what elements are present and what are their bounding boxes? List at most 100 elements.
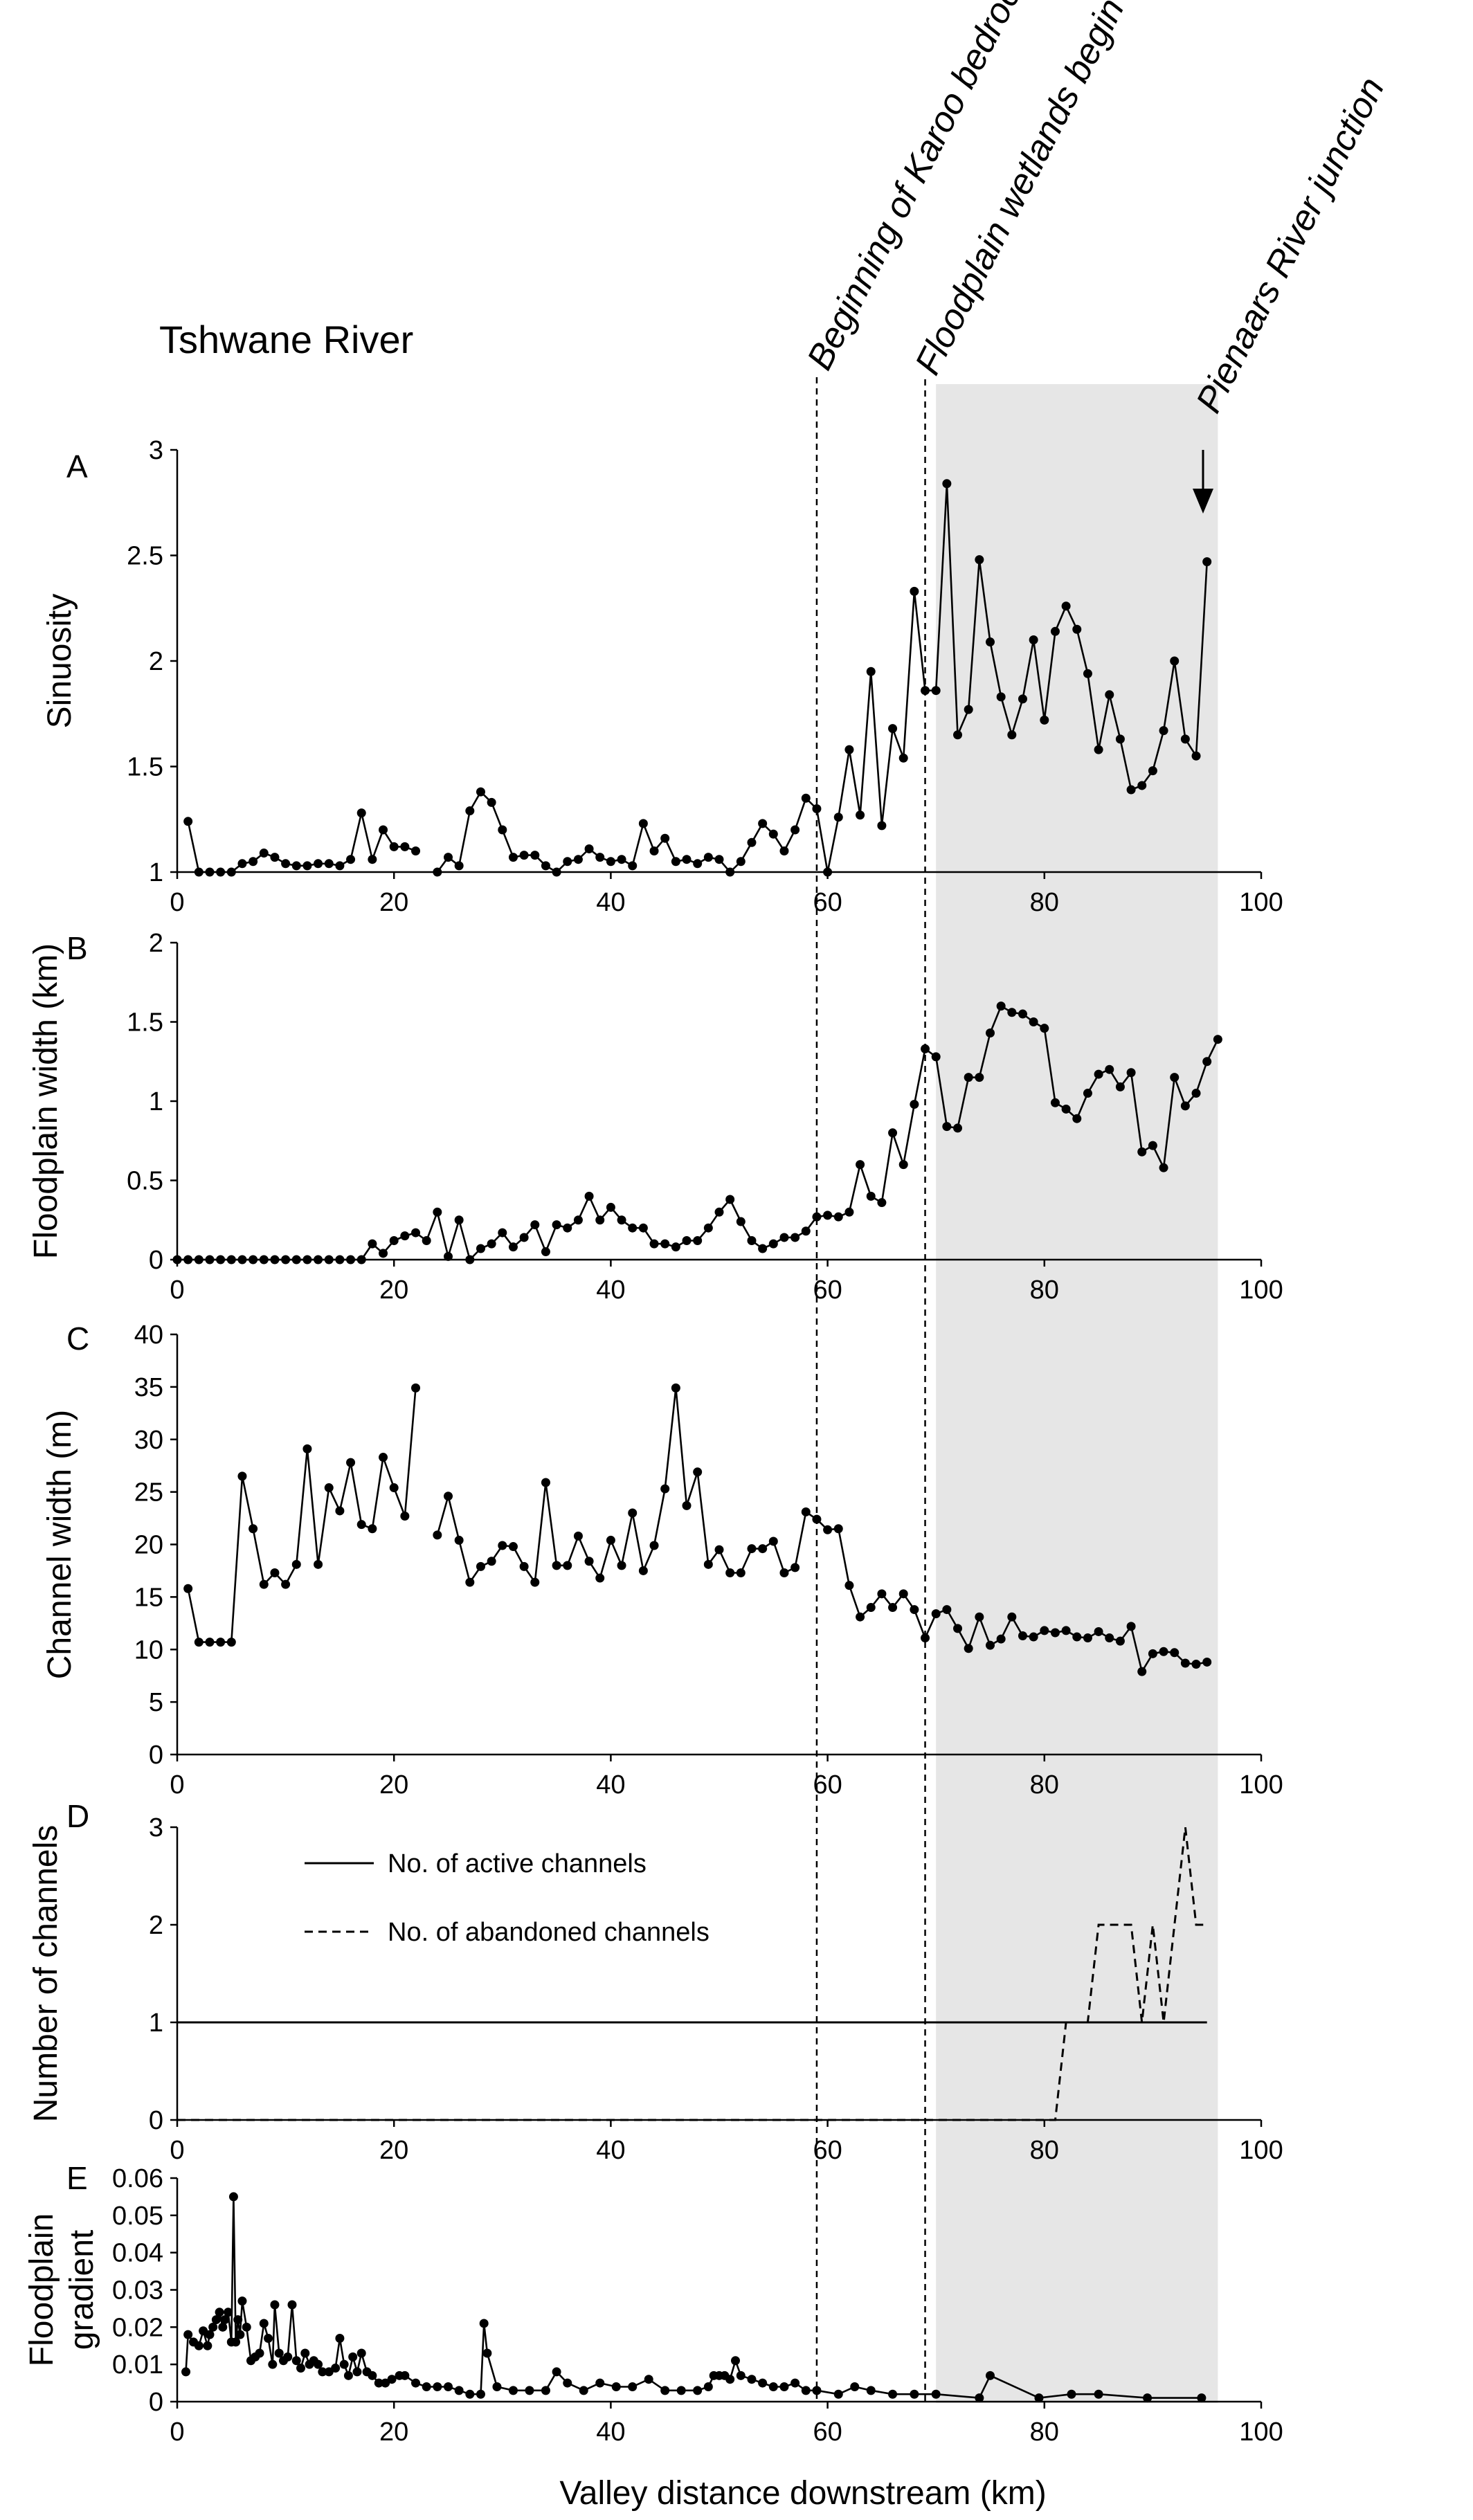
data-point (584, 844, 594, 853)
series-line-segment (187, 1388, 417, 1643)
data-point (1137, 1147, 1147, 1157)
data-point (259, 1255, 269, 1264)
data-point (693, 1236, 703, 1246)
data-point (1170, 1648, 1180, 1658)
data-point (1083, 669, 1092, 678)
annotation-label: Floodplain wetlands begin (907, 0, 1132, 381)
data-point (374, 2378, 383, 2388)
data-point (736, 1568, 745, 1577)
data-point (400, 1231, 410, 1241)
annotation-label: Pienaars River junction (1189, 71, 1392, 419)
data-point (411, 1383, 421, 1393)
legend: No. of active channels No. of abandoned c… (305, 1849, 710, 1947)
data-point (525, 2386, 534, 2395)
data-point (1143, 2393, 1153, 2403)
data-point (259, 849, 269, 858)
data-point (433, 867, 442, 877)
data-point (617, 1215, 626, 1225)
data-point (270, 853, 280, 862)
data-point (389, 1236, 399, 1246)
data-point (1197, 2393, 1207, 2403)
data-point (823, 1211, 833, 1220)
wetland-shade-region (936, 384, 1218, 2403)
data-point (1202, 1057, 1212, 1067)
data-point (172, 1255, 182, 1264)
y-tick-label: 0 (149, 2106, 163, 2135)
data-point (1105, 1064, 1114, 1074)
data-point (368, 1239, 377, 1249)
data-point (747, 2375, 757, 2384)
data-point (693, 859, 703, 869)
y-tick-label: 2 (149, 929, 163, 958)
data-point (281, 859, 291, 869)
y-tick-label: 25 (134, 1478, 163, 1507)
y-tick-label: 0.01 (112, 2350, 163, 2380)
data-point (1061, 601, 1071, 611)
series-line-segment (187, 812, 416, 873)
data-point (996, 692, 1006, 702)
data-point (1105, 1633, 1114, 1643)
data-point (931, 2389, 941, 2399)
data-point (921, 686, 930, 696)
data-point (660, 2386, 670, 2395)
data-point (444, 2382, 453, 2391)
data-point (444, 853, 453, 862)
data-point (595, 853, 605, 862)
data-point (1148, 1649, 1157, 1658)
data-point (296, 2364, 306, 2373)
data-point (324, 1483, 334, 1493)
data-point (226, 1638, 236, 1647)
data-point (274, 2348, 284, 2358)
y-tick-label: 35 (134, 1373, 163, 1402)
data-point (953, 730, 963, 740)
data-point (444, 1492, 453, 1501)
y-tick-label: 0 (149, 2388, 163, 2417)
x-tick-label: 80 (1030, 1276, 1059, 1305)
data-point (314, 1255, 323, 1264)
data-point (866, 1603, 876, 1613)
data-point (411, 1228, 421, 1238)
data-point (1148, 766, 1157, 776)
figure-title: Tshwane River (159, 318, 413, 361)
data-point (1018, 1009, 1027, 1019)
data-point (1050, 626, 1060, 636)
data-point (552, 2367, 561, 2377)
data-point (1083, 1633, 1092, 1643)
data-point (856, 1160, 865, 1170)
data-point (644, 2375, 653, 2384)
data-point (942, 479, 952, 489)
shade-layer (936, 384, 1218, 2403)
data-point (368, 855, 377, 864)
data-point (228, 2192, 238, 2202)
data-point (1180, 1101, 1190, 1111)
data-point (368, 1524, 377, 1534)
data-point (205, 1255, 215, 1264)
data-point (530, 1220, 540, 1230)
data-point (216, 867, 226, 877)
data-point (476, 1561, 485, 1571)
data-point (888, 724, 898, 734)
data-point (877, 1589, 887, 1599)
data-point (183, 2330, 193, 2339)
data-point (368, 2371, 377, 2380)
data-point (291, 1559, 301, 1569)
data-point (1029, 1017, 1038, 1026)
panels-layer: 11.522.530 20 40 60 80 100ASinuosity00.511.52… (24, 436, 1283, 2447)
data-point (1170, 656, 1180, 666)
data-point (508, 1542, 518, 1552)
data-point (996, 1634, 1006, 1644)
data-point (953, 1624, 963, 1633)
data-point (725, 2375, 735, 2384)
data-point (530, 851, 540, 860)
data-point (790, 1563, 800, 1572)
data-point (584, 1191, 594, 1201)
data-point (1007, 730, 1017, 740)
data-point (508, 1242, 518, 1252)
data-point (346, 1255, 356, 1264)
data-point (812, 1514, 822, 1524)
data-point (1180, 1658, 1190, 1668)
data-point (606, 1535, 615, 1545)
data-point (779, 2382, 789, 2391)
x-tick-label: 80 (1030, 888, 1059, 917)
x-tick-label: 0 (170, 2418, 184, 2447)
